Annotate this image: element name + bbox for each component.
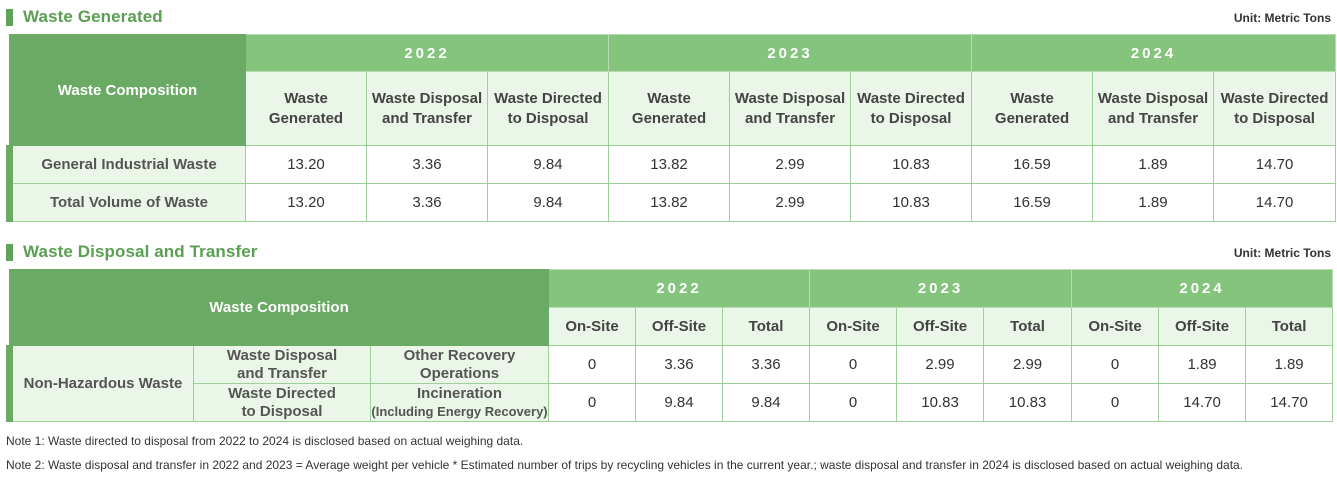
- table-cell: 3.36: [366, 145, 488, 184]
- column-header: On-Site: [548, 307, 637, 346]
- column-header: Waste Disposal and Transfer: [1092, 71, 1215, 146]
- table-cell: 14.70: [1213, 145, 1337, 184]
- column-header: Waste Directed to Disposal: [1213, 71, 1337, 146]
- column-header: Total: [1245, 307, 1334, 346]
- table-cell: 10.83: [983, 383, 1073, 422]
- table-cell: 1.89: [1092, 183, 1215, 222]
- table-cell: 14.70: [1213, 183, 1337, 222]
- column-header: On-Site: [1071, 307, 1160, 346]
- table-row: General Industrial Waste 13.20 3.36 9.84…: [6, 145, 1337, 184]
- column-header: Waste Disposal and Transfer: [729, 71, 852, 146]
- table-cell: 9.84: [486, 145, 610, 184]
- year-header: 2022: [244, 34, 610, 72]
- note-2: Note 2: Waste disposal and transfer in 2…: [6, 458, 1244, 472]
- waste-disposal-table: Waste Composition 2022 2023 2024 On-Site…: [6, 269, 1334, 422]
- table-corner-header: Waste Composition: [8, 269, 550, 346]
- year-header: 2023: [809, 269, 1073, 308]
- column-header: Waste Directed to Disposal: [486, 71, 610, 146]
- waste-generated-table: Waste Composition 2022 2023 2024 Waste Ge…: [6, 34, 1337, 222]
- column-header: Waste Generated: [245, 71, 367, 146]
- table-cell: 2.99: [896, 345, 985, 384]
- column-header: Total: [722, 307, 811, 346]
- column-header: Waste Generated: [971, 71, 1094, 146]
- heading-accent-bar: [6, 8, 13, 26]
- table-cell: 0: [548, 345, 637, 384]
- table-cell: 14.70: [1245, 383, 1334, 422]
- section-title: Waste Disposal and Transfer: [23, 242, 258, 261]
- table-cell: 0: [548, 383, 637, 422]
- table-cell: 14.70: [1158, 383, 1247, 422]
- table-cell: 2.99: [983, 345, 1073, 384]
- column-header: Waste Generated: [608, 71, 731, 146]
- unit-label: Unit: Metric Tons: [1233, 246, 1331, 260]
- table-row: Waste Directed to Disposal Incineration (I…: [10, 383, 1334, 422]
- table-cell: 13.20: [245, 183, 367, 222]
- table-cell: 16.59: [971, 183, 1094, 222]
- note-1: Note 1: Waste directed to disposal from …: [6, 434, 524, 448]
- column-header: Off-Site: [896, 307, 985, 346]
- category-label: Non-Hazardous Waste: [6, 345, 194, 422]
- year-header: 2024: [971, 34, 1337, 72]
- waste-disposal-heading: Waste Disposal and Transfer: [6, 242, 257, 262]
- section-title: Waste Generated: [23, 7, 163, 26]
- table-row: Total Volume of Waste 13.20 3.36 9.84 13…: [6, 183, 1337, 222]
- heading-accent-bar: [6, 243, 13, 261]
- year-header: 2024: [1071, 269, 1334, 308]
- unit-label: Unit: Metric Tons: [1233, 11, 1331, 25]
- column-header: Off-Site: [1158, 307, 1247, 346]
- table-cell: 10.83: [896, 383, 985, 422]
- column-header: Waste Disposal and Transfer: [366, 71, 488, 146]
- table-cell: 13.20: [245, 145, 367, 184]
- table-cell: 2.99: [729, 145, 852, 184]
- method-label: Incineration (Including Energy Recovery): [369, 383, 550, 422]
- table-cell: 3.36: [722, 345, 811, 384]
- table-cell: 9.84: [486, 183, 610, 222]
- table-cell: 1.89: [1092, 145, 1215, 184]
- table-cell: 13.82: [608, 183, 731, 222]
- column-header: Total: [983, 307, 1073, 346]
- table-cell: 10.83: [850, 145, 973, 184]
- table-cell: 9.84: [722, 383, 811, 422]
- table-cell: 1.89: [1245, 345, 1334, 384]
- waste-generated-heading: Waste Generated: [6, 7, 163, 27]
- year-header: 2022: [548, 269, 811, 308]
- row-label: Total Volume of Waste: [6, 183, 246, 222]
- table-cell: 13.82: [608, 145, 731, 184]
- table-cell: 0: [1071, 345, 1160, 384]
- table-cell: 0: [1071, 383, 1160, 422]
- table-cell: 3.36: [366, 183, 488, 222]
- table-cell: 3.36: [635, 345, 724, 384]
- table-cell: 10.83: [850, 183, 973, 222]
- column-header: Off-Site: [635, 307, 724, 346]
- column-header: On-Site: [809, 307, 898, 346]
- table-cell: 0: [809, 383, 898, 422]
- table-cell: 0: [809, 345, 898, 384]
- year-header: 2023: [608, 34, 973, 72]
- table-cell: 2.99: [729, 183, 852, 222]
- table-corner-header: Waste Composition: [9, 34, 246, 146]
- table-row: Non-Hazardous Waste Waste Disposal and Tr…: [6, 345, 1334, 422]
- type-label: Waste Directed to Disposal: [193, 383, 371, 422]
- column-header: Waste Directed to Disposal: [850, 71, 973, 146]
- table-cell: 16.59: [971, 145, 1094, 184]
- method-label: Other Recovery Operations: [369, 345, 550, 384]
- type-label: Waste Disposal and Transfer: [193, 345, 371, 384]
- row-label: General Industrial Waste: [6, 145, 246, 184]
- table-cell: 9.84: [635, 383, 724, 422]
- table-cell: 1.89: [1158, 345, 1247, 384]
